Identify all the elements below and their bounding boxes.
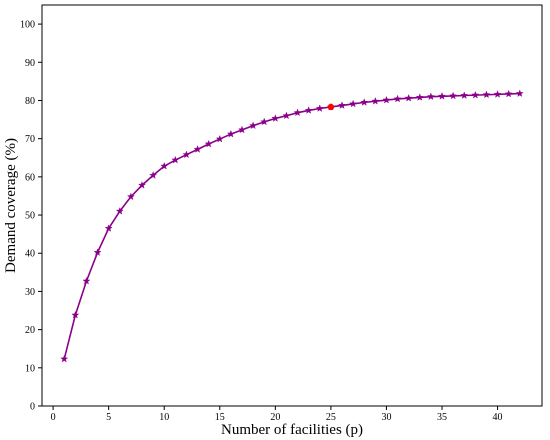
x-tick-label: 5 xyxy=(106,412,111,423)
data-point xyxy=(115,207,124,215)
data-point xyxy=(271,114,280,122)
x-axis-ticks: 0 5 10 15 20 25 30 35 40 xyxy=(51,406,503,423)
data-point xyxy=(215,134,224,143)
y-tick-label: 10 xyxy=(25,363,35,374)
data-point xyxy=(382,95,391,104)
y-tick-label: 20 xyxy=(25,325,35,336)
data-point xyxy=(104,224,113,232)
series-line xyxy=(63,92,520,360)
y-tick-label: 30 xyxy=(25,287,35,298)
data-point xyxy=(504,89,513,98)
data-point xyxy=(138,181,146,189)
y-tick-label: 50 xyxy=(25,211,35,222)
y-tick-label: 60 xyxy=(25,172,35,183)
y-tick-label: 80 xyxy=(25,96,35,107)
data-point xyxy=(282,111,291,120)
data-point xyxy=(493,90,502,98)
x-tick-label: 35 xyxy=(437,412,447,423)
data-point xyxy=(438,92,446,100)
data-point xyxy=(460,91,469,99)
y-axis-ticks: 0 10 20 30 40 50 60 70 80 90 100 xyxy=(20,20,42,413)
data-point xyxy=(304,106,313,114)
data-point xyxy=(371,97,380,105)
y-tick-label: 40 xyxy=(25,249,35,260)
data-point xyxy=(204,139,213,148)
data-point xyxy=(393,94,402,103)
x-tick-label: 20 xyxy=(270,412,280,423)
y-tick-label: 100 xyxy=(20,20,35,31)
highlight-point xyxy=(327,103,335,111)
data-point xyxy=(60,354,69,363)
data-point xyxy=(449,91,458,100)
data-point xyxy=(260,117,269,126)
data-point xyxy=(349,99,358,108)
x-tick-label: 30 xyxy=(381,412,391,423)
data-point xyxy=(238,125,246,134)
x-tick-label: 15 xyxy=(215,412,225,423)
series-markers xyxy=(60,89,524,363)
data-point xyxy=(293,108,302,117)
data-point xyxy=(315,104,324,112)
data-point xyxy=(482,90,491,99)
y-tick-label: 0 xyxy=(30,402,35,413)
data-point xyxy=(182,150,191,159)
data-point xyxy=(126,192,135,201)
data-point xyxy=(515,89,524,97)
data-point xyxy=(415,93,424,101)
data-point xyxy=(249,121,258,130)
y-axis-title: Demand coverage (%) xyxy=(3,138,19,273)
x-tick-label: 10 xyxy=(159,412,169,423)
data-point xyxy=(149,171,158,179)
data-point xyxy=(426,92,435,101)
plot-frame xyxy=(41,4,543,407)
y-tick-label: 90 xyxy=(25,58,35,69)
data-point xyxy=(360,98,369,106)
data-point xyxy=(338,101,346,109)
data-point xyxy=(471,90,480,99)
x-tick-label: 25 xyxy=(326,412,336,423)
x-axis-title: Number of facilities (p) xyxy=(221,422,363,438)
data-point xyxy=(171,155,180,164)
data-point xyxy=(404,94,413,102)
x-tick-label: 40 xyxy=(493,412,503,423)
data-point xyxy=(71,310,80,319)
data-point xyxy=(226,129,235,138)
y-tick-label: 70 xyxy=(25,134,35,145)
data-point xyxy=(82,276,91,285)
x-tick-label: 0 xyxy=(51,412,56,423)
data-point xyxy=(93,248,102,256)
data-point xyxy=(193,145,202,153)
data-point xyxy=(160,161,169,170)
